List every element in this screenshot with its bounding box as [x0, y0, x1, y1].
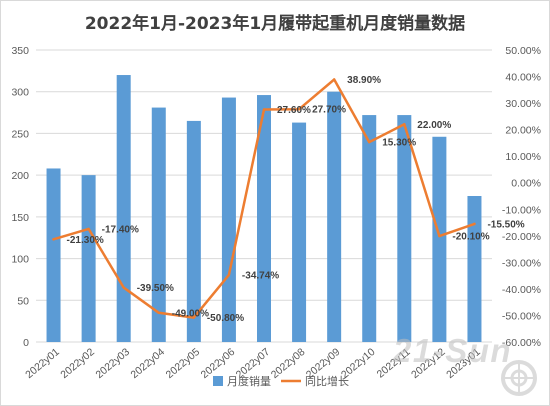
- right-y-tick-label: -50.00%: [502, 310, 541, 322]
- growth-label-2023y01: -15.50%: [487, 219, 524, 230]
- growth-point-2022y08: [297, 107, 301, 111]
- growth-label-2022y10: 15.30%: [382, 138, 416, 149]
- growth-point-2022y10: [368, 140, 371, 144]
- right-y-tick-label: 50.00%: [505, 45, 541, 57]
- left-y-tick-label: 150: [11, 212, 29, 224]
- growth-label-2022y11: 22.00%: [417, 120, 451, 131]
- sales-bar-2023y01: [467, 196, 482, 342]
- growth-label-2022y04: -49.00%: [172, 308, 209, 319]
- growth-point-2022y01: [52, 238, 55, 241]
- growth-label-2022y08: 27.70%: [312, 105, 346, 116]
- sales-bar-2022y06: [221, 97, 236, 342]
- right-y-tick-label: -60.00%: [502, 337, 541, 349]
- growth-point-2022y11: [403, 123, 406, 126]
- left-y-tick-label: 350: [11, 45, 29, 57]
- right-y-tick-label: 0.00%: [511, 178, 541, 190]
- sales-bar-2022y07: [257, 95, 271, 343]
- left-y-axis: 0 50 100 150 200 250 300 350: [11, 45, 29, 349]
- growth-point-2022y05: [192, 316, 196, 319]
- growth-point-2022y09: [332, 78, 336, 81]
- growth-label-2022y07: 27.60%: [277, 105, 311, 116]
- right-y-tick-label: 20.00%: [505, 125, 541, 137]
- right-y-tick-label: -30.00%: [502, 257, 541, 269]
- growth-label-2022y06: -34.74%: [242, 270, 279, 281]
- sales-bar-2022y11: [397, 115, 412, 343]
- sales-bar-2022y08: [292, 122, 307, 342]
- right-y-axis: -60.00% -50.00% -40.00% -30.00% -20.00% -10.0…: [502, 45, 541, 349]
- right-y-tick-label: -10.00%: [502, 204, 541, 216]
- left-y-tick-label: 250: [11, 128, 29, 140]
- right-y-tick-label: 30.00%: [505, 98, 541, 110]
- right-y-tick-label: -40.00%: [502, 284, 541, 296]
- sales-bar-2022y03: [116, 75, 131, 343]
- sales-bar-2022y10: [362, 115, 377, 343]
- growth-label-2022y01: -21.30%: [67, 235, 104, 246]
- growth-line-series: [52, 78, 476, 319]
- chart-title: 2022年1月-2023年1月履带起重机月度销量数据: [85, 13, 465, 34]
- legend: 月度销量 同比增长: [213, 374, 349, 388]
- growth-point-2023y01: [473, 222, 476, 226]
- watermark: 21-Sun: [392, 332, 537, 396]
- sales-bar-2022y01: [46, 168, 61, 342]
- watermark-logo: [501, 360, 537, 396]
- sales-bar-2022y02: [81, 175, 96, 342]
- legend-swatch-sales: [213, 376, 223, 386]
- sales-bar-2022y12: [432, 136, 447, 342]
- growth-label-2022y03: -39.50%: [137, 283, 174, 294]
- growth-point-2022y02: [87, 227, 90, 231]
- growth-point-2022y12: [438, 234, 441, 238]
- growth-label-2022y05: -50.80%: [207, 313, 244, 324]
- growth-point-2022y07: [262, 108, 266, 111]
- sales-bar-2022y04: [151, 107, 166, 343]
- growth-point-2022y06: [227, 273, 231, 277]
- legend-label-sales: 月度销量: [227, 374, 271, 388]
- sales-bar-2022y05: [186, 120, 201, 343]
- left-y-tick-label: 50: [17, 295, 29, 307]
- left-y-tick-label: 300: [11, 87, 29, 99]
- right-y-tick-label: -20.00%: [502, 231, 541, 243]
- growth-label-2022y02: -17.40%: [102, 224, 139, 235]
- growth-label-2022y09: 38.90%: [347, 75, 381, 86]
- growth-point-2022y03: [122, 286, 125, 289]
- legend-label-growth: 同比增长: [305, 374, 349, 388]
- growth-point-2022y04: [157, 311, 160, 314]
- watermark-text: 21-Sun: [392, 332, 512, 369]
- sales-bar-2022y09: [327, 91, 342, 342]
- growth-label-2022y12: -20.10%: [452, 232, 489, 243]
- growth-data-labels: -21.30%-17.40% -39.50% -49.00%-50.80% -34.7…: [67, 75, 525, 324]
- left-y-tick-label: 100: [11, 254, 29, 266]
- left-y-tick-label: 0: [23, 337, 29, 349]
- left-y-tick-label: 200: [11, 170, 29, 182]
- right-y-tick-label: 40.00%: [505, 72, 541, 84]
- right-y-tick-label: 10.00%: [505, 151, 541, 163]
